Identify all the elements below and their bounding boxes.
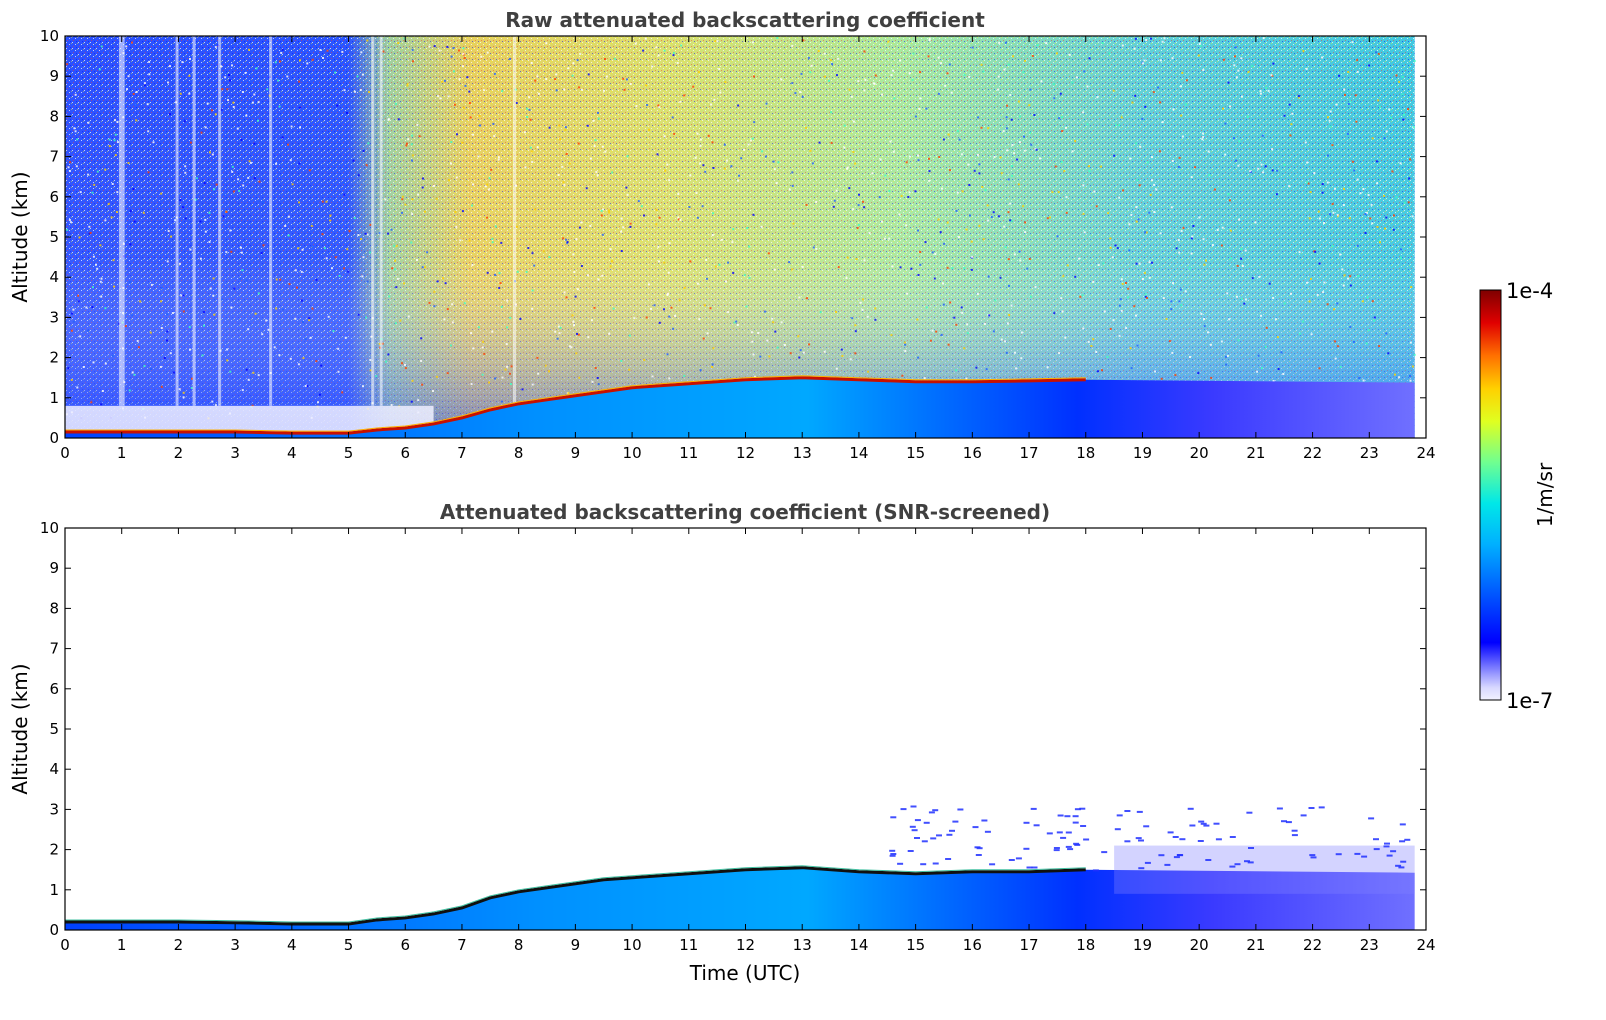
heatmap-field: [65, 805, 1415, 930]
snr-screened-panel: Attenuated backscattering coefficient (S…: [8, 500, 1436, 985]
panel-title: Raw attenuated backscattering coefficien…: [505, 8, 985, 32]
y-tick-label: 2: [49, 349, 59, 367]
y-tick-label: 6: [49, 680, 59, 698]
x-tick-label: 16: [963, 444, 982, 462]
colorbar-min-label: 1e-7: [1506, 689, 1553, 713]
x-tick-label: 18: [1076, 936, 1095, 954]
x-tick-label: 12: [736, 444, 755, 462]
y-tick-label: 7: [49, 640, 59, 658]
y-axis-label: Altitude (km): [8, 171, 32, 302]
x-tick-label: 4: [287, 936, 297, 954]
x-tick-label: 22: [1303, 936, 1322, 954]
x-tick-label: 7: [457, 936, 467, 954]
y-tick-label: 10: [40, 519, 59, 537]
boundary-layer-top: [65, 376, 1086, 435]
x-tick-label: 14: [849, 444, 868, 462]
x-tick-label: 11: [679, 936, 698, 954]
x-tick-label: 1: [117, 936, 127, 954]
y-tick-label: 8: [49, 107, 59, 125]
x-tick-label: 7: [457, 444, 467, 462]
x-axis-label: Time (UTC): [689, 961, 801, 985]
x-tick-label: 15: [906, 936, 925, 954]
x-tick-label: 5: [344, 936, 354, 954]
x-tick-label: 13: [793, 444, 812, 462]
x-tick-label: 18: [1076, 444, 1095, 462]
y-tick-label: 0: [49, 921, 59, 939]
x-tick-label: 0: [60, 936, 70, 954]
x-tick-label: 2: [174, 936, 184, 954]
x-tick-label: 19: [1133, 936, 1152, 954]
heatmap-field: [65, 36, 1416, 438]
y-tick-label: 7: [49, 148, 59, 166]
y-tick-label: 5: [49, 720, 59, 738]
x-tick-label: 6: [400, 444, 410, 462]
x-tick-label: 14: [849, 936, 868, 954]
x-tick-label: 24: [1416, 444, 1435, 462]
x-tick-label: 10: [623, 444, 642, 462]
screened-dots: [889, 805, 1411, 872]
colorbar-max-label: 1e-4: [1506, 279, 1553, 303]
x-tick-label: 22: [1303, 444, 1322, 462]
x-tick-label: 21: [1246, 936, 1265, 954]
y-tick-label: 5: [49, 228, 59, 246]
x-tick-label: 17: [1019, 936, 1038, 954]
x-tick-label: 8: [514, 936, 524, 954]
x-tick-label: 19: [1133, 444, 1152, 462]
x-tick-label: 0: [60, 444, 70, 462]
y-tick-label: 9: [49, 67, 59, 85]
altitude-shading: [65, 36, 1415, 438]
raw-backscatter-panel: Raw attenuated backscattering coefficien…: [8, 8, 1436, 462]
y-tick-label: 4: [49, 268, 59, 286]
x-tick-label: 11: [679, 444, 698, 462]
x-tick-label: 1: [117, 444, 127, 462]
y-tick-label: 1: [49, 881, 59, 899]
x-tick-label: 17: [1019, 444, 1038, 462]
y-tick-label: 3: [49, 800, 59, 818]
x-tick-label: 10: [623, 936, 642, 954]
boundary-layer: [65, 377, 1415, 438]
residual-layer: [1114, 845, 1415, 894]
boundary-layer-top-edge: [65, 375, 1086, 432]
x-tick-label: 3: [230, 444, 240, 462]
boundary-layer: [65, 867, 1415, 930]
colorbar-gradient: [1479, 289, 1502, 701]
x-tick-label: 8: [514, 444, 524, 462]
colorbar: 1e-4 1e-7 1/m/sr: [1479, 279, 1557, 713]
x-tick-label: 20: [1190, 936, 1209, 954]
x-tick-label: 16: [963, 936, 982, 954]
x-tick-label: 23: [1360, 444, 1379, 462]
y-tick-label: 3: [49, 308, 59, 326]
x-tick-label: 12: [736, 936, 755, 954]
boundary-layer-top: [65, 866, 1086, 926]
x-tick-label: 15: [906, 444, 925, 462]
x-tick-label: 21: [1246, 444, 1265, 462]
y-tick-label: 10: [40, 27, 59, 45]
low-clear-layer: [65, 405, 434, 432]
y-tick-label: 8: [49, 599, 59, 617]
y-tick-label: 9: [49, 559, 59, 577]
y-tick-label: 1: [49, 389, 59, 407]
x-tick-label: 6: [400, 936, 410, 954]
x-tick-label: 3: [230, 936, 240, 954]
colorbar-unit-label: 1/m/sr: [1533, 462, 1557, 527]
x-tick-label: 5: [344, 444, 354, 462]
y-axis-label: Altitude (km): [8, 663, 32, 794]
x-tick-label: 20: [1190, 444, 1209, 462]
y-tick-label: 0: [49, 429, 59, 447]
y-tick-label: 2: [49, 841, 59, 859]
x-tick-label: 23: [1360, 936, 1379, 954]
boundary-layer-top-edge: [65, 865, 1086, 923]
x-tick-label: 4: [287, 444, 297, 462]
x-tick-label: 9: [571, 936, 581, 954]
y-tick-label: 6: [49, 188, 59, 206]
x-tick-label: 9: [571, 444, 581, 462]
y-tick-label: 4: [49, 760, 59, 778]
x-tick-label: 2: [174, 444, 184, 462]
x-tick-label: 24: [1416, 936, 1435, 954]
panel-title: Attenuated backscattering coefficient (S…: [440, 500, 1050, 524]
vertical-streaks: [118, 36, 516, 406]
x-tick-label: 13: [793, 936, 812, 954]
